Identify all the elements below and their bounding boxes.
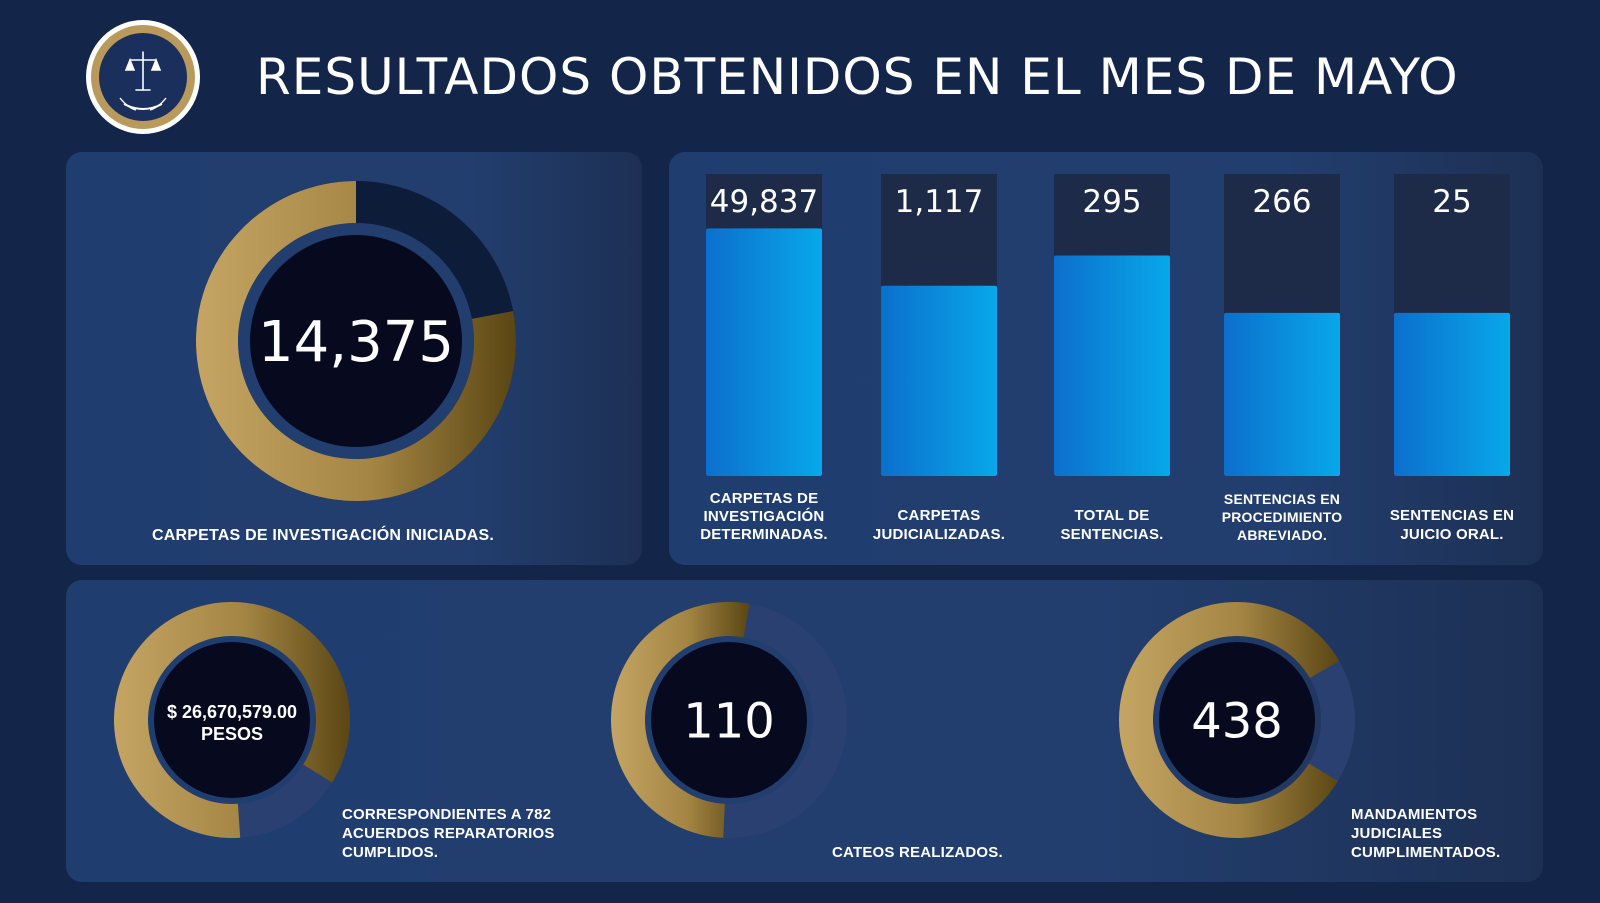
bar-category-line: JUICIO ORAL. xyxy=(1400,526,1504,543)
donut-value-line: $ 26,670,579.00 xyxy=(167,702,297,722)
bar-category-label: TOTAL DE SENTENCIAS. xyxy=(1027,506,1197,544)
bar-category-line: TOTAL DE xyxy=(1074,507,1150,524)
bar-value-label: 295 xyxy=(1082,184,1141,220)
donut-caption: CORRESPONDIENTES A 782 ACUERDOS REPARATOR… xyxy=(342,805,555,862)
bar-category-line: SENTENCIAS EN xyxy=(1223,491,1341,507)
bar-value-label: 1,117 xyxy=(895,184,984,220)
bar-value-label: 49,837 xyxy=(710,184,818,220)
bar xyxy=(1394,312,1510,476)
bar-category-label: CARPETAS JUDICIALIZADAS. xyxy=(854,506,1024,544)
bar-category-line: SENTENCIAS. xyxy=(1060,526,1164,543)
donut-caption-line: JUDICIALES xyxy=(1351,825,1443,842)
bar-category-label: SENTENCIAS EN JUICIO ORAL. xyxy=(1367,506,1537,544)
donut-filled-segment xyxy=(611,602,750,838)
donut-center-disc xyxy=(250,235,462,447)
donut-center-disc xyxy=(651,642,807,798)
donut-caption-line: CORRESPONDIENTES A 782 xyxy=(342,806,552,823)
donut-caption-line: MANDAMIENTOS xyxy=(1351,806,1478,823)
donut-value: 438 xyxy=(1191,693,1283,749)
donut-value-line: PESOS xyxy=(201,724,263,744)
donut-caption: CATEOS REALIZADOS. xyxy=(832,843,1003,862)
donut-center-disc xyxy=(154,642,310,798)
donut-center-disc xyxy=(1159,642,1315,798)
page-title: RESULTADOS OBTENIDOS EN EL MES DE MAYO xyxy=(256,48,1459,106)
donut-value: 14,375 xyxy=(258,310,454,375)
donut-caption: MANDAMIENTOS JUDICIALES CUMPLIMENTADOS. xyxy=(1351,805,1500,862)
bar xyxy=(1224,312,1340,476)
fiscalia-logo: FISCALÍA GENERAL DEL ESTADO DE GUANAJUAT… xyxy=(84,18,200,134)
bar-category-line: CARPETAS DE xyxy=(709,490,819,507)
caption-carpetas-iniciadas: CARPETAS DE INVESTIGACIÓN INICIADAS. xyxy=(152,527,495,544)
bar-category-line: PROCEDIMIENTO xyxy=(1221,509,1343,525)
bar-category-line: ABREVIADO. xyxy=(1237,527,1327,543)
donut-caption-line: ACUERDOS REPARATORIOS xyxy=(342,825,555,842)
donut-caption-line: CUMPLIMENTADOS. xyxy=(1351,844,1501,861)
bar-value-label: 266 xyxy=(1252,184,1311,220)
bar-category-line: JUDICIALIZADAS. xyxy=(872,526,1006,543)
bar xyxy=(1054,255,1170,476)
bar-category-label: CARPETAS DE INVESTIGACIÓN DETERMINADAS. xyxy=(679,490,849,544)
bar xyxy=(706,228,822,476)
donut-value: 110 xyxy=(683,693,775,749)
donut-caption-line: CATEOS REALIZADOS. xyxy=(832,844,1003,861)
donut-filled-segment xyxy=(1119,602,1340,838)
bar-category-line: CARPETAS xyxy=(897,507,981,524)
bar-category-line: INVESTIGACIÓN xyxy=(703,508,825,525)
bar-category-line: SENTENCIAS EN xyxy=(1389,507,1515,524)
bar-value-label: 25 xyxy=(1432,184,1471,220)
bar-category-line: DETERMINADAS. xyxy=(700,526,828,543)
donut-caption-line: CUMPLIDOS. xyxy=(342,844,439,861)
bar-category-label: SENTENCIAS EN PROCEDIMIENTO ABREVIADO. xyxy=(1197,490,1367,544)
bar xyxy=(881,285,997,476)
